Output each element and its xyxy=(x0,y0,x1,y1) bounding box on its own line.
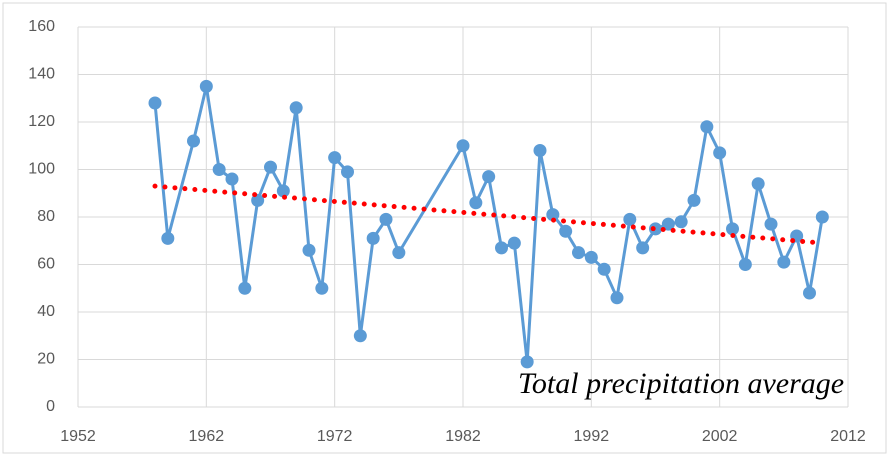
marker xyxy=(225,172,239,186)
marker xyxy=(507,236,521,250)
marker xyxy=(623,212,637,226)
marker xyxy=(636,241,650,255)
marker xyxy=(341,165,354,179)
y-tick-label: 100 xyxy=(28,161,55,178)
marker xyxy=(328,151,342,165)
marker xyxy=(302,243,316,257)
x-tick-label: 1972 xyxy=(317,428,353,445)
x-tick-label: 2012 xyxy=(830,428,866,445)
marker xyxy=(610,291,624,305)
marker xyxy=(803,286,816,300)
marker xyxy=(815,210,829,224)
y-tick-label: 20 xyxy=(37,351,55,368)
marker xyxy=(456,139,470,153)
annotation: Total precipitation average xyxy=(518,367,844,400)
x-tick-label: 1982 xyxy=(445,428,481,445)
marker xyxy=(276,184,290,198)
y-tick-label: 40 xyxy=(37,303,55,320)
marker xyxy=(674,215,688,229)
marker xyxy=(482,170,496,184)
y-tick-label: 160 xyxy=(28,18,55,35)
x-tick-label: 1962 xyxy=(189,428,225,445)
y-tick-label: 60 xyxy=(37,256,55,273)
marker xyxy=(148,96,162,110)
marker xyxy=(559,224,573,238)
marker xyxy=(700,120,714,134)
y-tick-label: 140 xyxy=(28,66,55,83)
trend-line xyxy=(152,183,825,246)
marker xyxy=(161,231,175,245)
marker xyxy=(212,163,226,176)
marker xyxy=(597,262,611,276)
marker xyxy=(315,281,329,295)
marker xyxy=(495,241,508,255)
marker xyxy=(726,222,739,236)
marker xyxy=(199,79,213,93)
marker xyxy=(264,160,277,174)
x-tick-label: 2002 xyxy=(702,428,738,445)
y-tick-label: 120 xyxy=(28,113,55,130)
marker xyxy=(353,329,367,343)
marker xyxy=(187,134,200,148)
x-tick-label: 1992 xyxy=(574,428,610,445)
marker xyxy=(572,246,585,260)
marker xyxy=(392,246,406,260)
marker xyxy=(687,193,701,207)
marker xyxy=(469,196,483,210)
marker xyxy=(366,231,380,245)
marker xyxy=(777,255,791,269)
y-tick-label: 80 xyxy=(37,208,55,225)
marker xyxy=(713,146,727,160)
marker xyxy=(764,217,778,231)
marker xyxy=(533,144,547,157)
marker xyxy=(661,217,675,231)
marker xyxy=(520,355,534,369)
marker xyxy=(751,177,765,191)
marker xyxy=(289,101,303,115)
x-tick-label: 1952 xyxy=(60,428,96,445)
marker xyxy=(584,250,598,264)
marker xyxy=(238,281,252,295)
marker xyxy=(738,258,752,271)
marker xyxy=(546,208,560,222)
y-tick-label: 0 xyxy=(46,398,55,415)
marker xyxy=(379,212,393,226)
